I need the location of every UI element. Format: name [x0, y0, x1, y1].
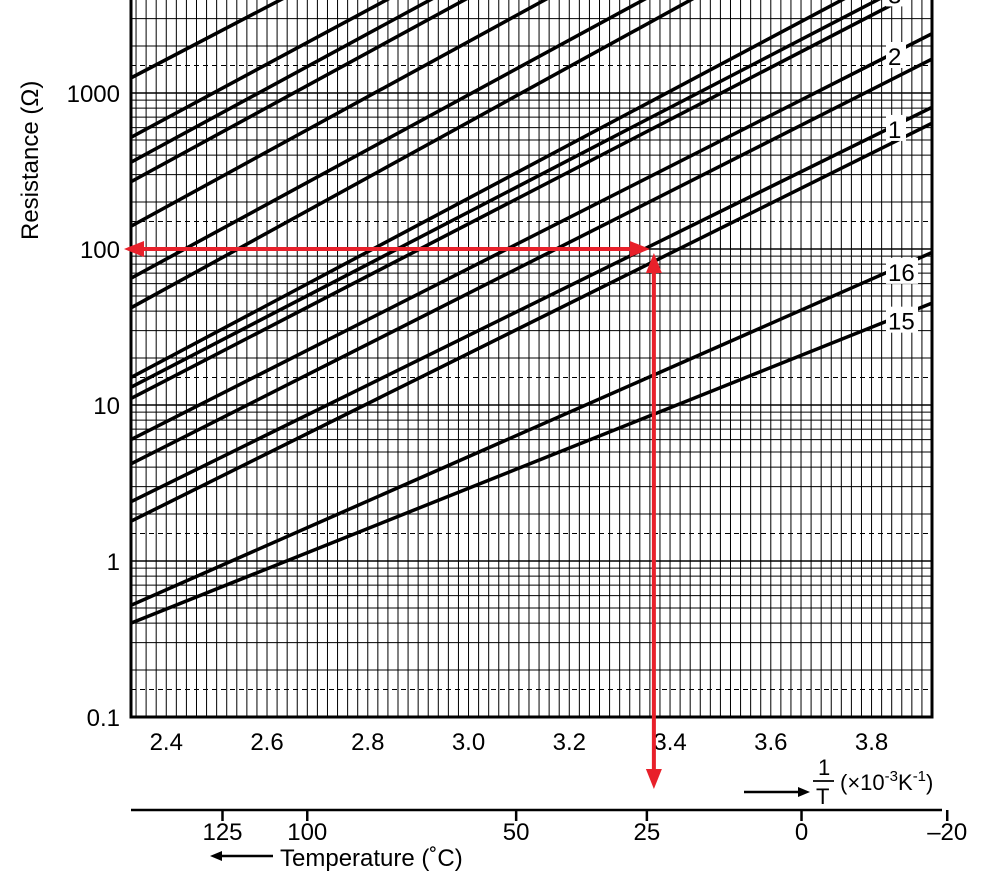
x-tick-label: 2.8 [351, 729, 384, 756]
series-line-3 [131, 0, 882, 389]
temperature-tick-label: 25 [634, 819, 661, 846]
y-tick-label: 1000 [67, 81, 120, 108]
temperature-axis-ticks: 125 100 50 25 0 –20 [202, 810, 967, 846]
annotation-arrow-right [629, 241, 650, 257]
y-axis-ticks: 0.1 1 10 100 1000 [67, 81, 120, 732]
series-line-1 [131, 105, 932, 504]
plot-frame [129, 0, 934, 719]
series-line [131, 0, 695, 310]
temperature-axis-label: Temperature (˚C) [210, 845, 463, 872]
series-line [131, 121, 932, 523]
temp-label-arrow-head [210, 851, 222, 861]
reading-example-arrows [124, 241, 662, 789]
x-label-denominator: T [816, 784, 829, 809]
x-tick-label: 2.6 [250, 729, 283, 756]
y-tick-label: 100 [80, 237, 120, 264]
grid [131, 0, 932, 717]
x-tick-label: 3.4 [653, 729, 686, 756]
temperature-tick-label: 100 [287, 819, 327, 846]
series-line [131, 0, 549, 228]
series-label-bg [886, 114, 906, 141]
series-line-2 [131, 32, 932, 442]
series-label-16: 16 [888, 260, 915, 287]
series-label-3: 3 [888, 0, 901, 9]
series-line-16 [131, 250, 932, 607]
x-tick-label: 3.0 [452, 729, 485, 756]
series-line-4 [131, 0, 647, 280]
series-labels: 151612345 [886, 0, 918, 336]
series-line [131, 0, 846, 380]
annotation-arrow-up [645, 253, 662, 273]
series-label-1: 1 [888, 117, 901, 144]
x-axis-ticks: 2.4 2.6 2.8 3.0 3.2 3.4 3.6 3.8 [150, 729, 889, 756]
series-line [131, 0, 284, 80]
y-tick-label: 0.1 [87, 705, 120, 732]
series-label-2: 2 [888, 44, 901, 71]
series-label-bg [886, 0, 906, 7]
temperature-tick-label: 50 [503, 819, 530, 846]
x-label-numerator: 1 [818, 755, 830, 780]
y-tick-label: 10 [93, 393, 120, 420]
series-line [131, 0, 905, 401]
x-tick-label: 2.4 [150, 729, 183, 756]
series-lines [131, 0, 932, 625]
annotation-arrow-left [124, 241, 144, 257]
x-label-arrow-head [798, 787, 810, 797]
x-tick-label: 3.8 [855, 729, 888, 756]
series-line [131, 0, 391, 139]
temperature-tick-label: –20 [927, 819, 967, 846]
series-line [131, 0, 434, 164]
annotation-arrow-down [645, 769, 662, 789]
x-tick-label: 3.6 [754, 729, 787, 756]
series-label-bg [886, 41, 906, 68]
x-tick-label: 3.2 [553, 729, 586, 756]
temperature-tick-label: 0 [795, 819, 808, 846]
temperature-tick-label: 125 [202, 819, 242, 846]
y-tick-label: 1 [107, 549, 120, 576]
series-label-bg [886, 257, 918, 284]
series-line [131, 57, 932, 466]
temp-label-text: Temperature (˚C) [280, 845, 463, 872]
series-label-15: 15 [888, 309, 915, 336]
y-axis-label: Resistance (Ω) [17, 81, 44, 240]
x-axis-label: 1 T (×10-3K-1) [744, 755, 933, 809]
series-line-15 [131, 301, 932, 625]
series-label-bg [886, 306, 918, 333]
series-line-5 [131, 0, 468, 184]
x-label-unit: (×10-3K-1) [840, 768, 933, 795]
